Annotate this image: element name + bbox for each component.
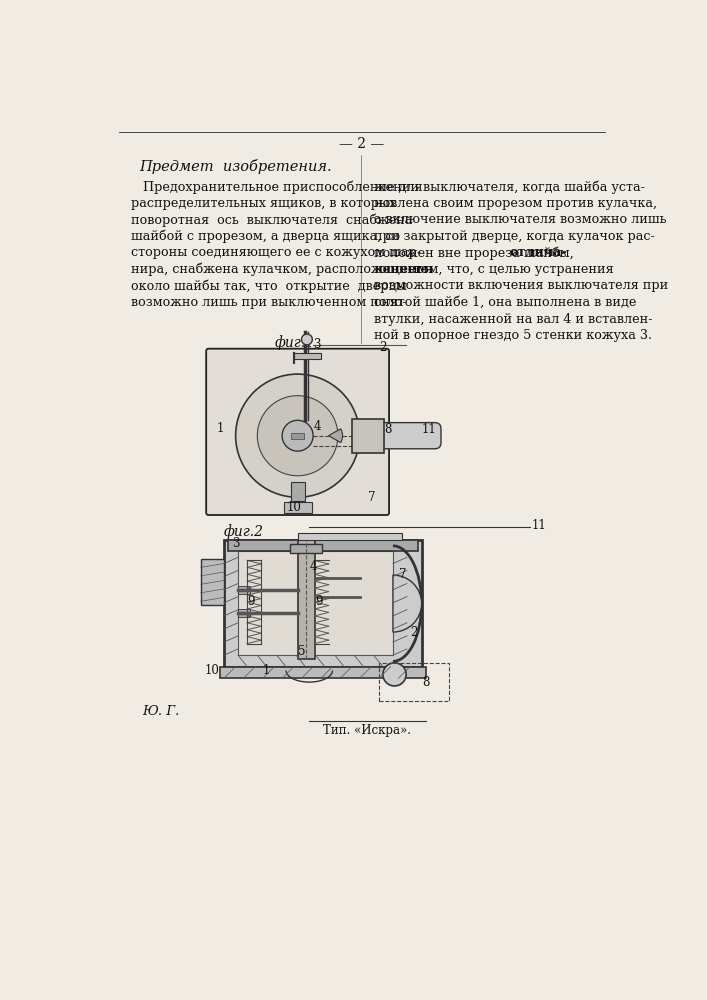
Text: отлича-: отлича- — [510, 246, 568, 259]
Text: 7: 7 — [368, 491, 375, 504]
Bar — [238, 586, 250, 594]
FancyBboxPatch shape — [378, 423, 441, 449]
Text: фиг.1: фиг.1 — [274, 336, 315, 350]
Text: а включение выключателя возможно лишь: а включение выключателя возможно лишь — [373, 213, 666, 226]
Text: возможно лишь при выключенном поло-: возможно лишь при выключенном поло- — [131, 296, 407, 309]
Text: снятой шайбе 1, она выполнена в виде: снятой шайбе 1, она выполнена в виде — [373, 296, 636, 309]
Bar — [298, 533, 402, 540]
Text: Предмет  изобретения.: Предмет изобретения. — [139, 158, 332, 174]
Circle shape — [301, 334, 312, 345]
Text: 3: 3 — [313, 338, 321, 351]
Circle shape — [282, 420, 313, 451]
Text: 8: 8 — [422, 676, 429, 689]
Text: 4: 4 — [310, 560, 317, 573]
Text: 2: 2 — [379, 341, 387, 354]
Text: положен вне прореза шайбы,: положен вне прореза шайбы, — [373, 246, 578, 260]
Text: 1: 1 — [263, 664, 270, 677]
Text: 8: 8 — [384, 423, 391, 436]
Wedge shape — [393, 575, 421, 632]
Text: около шайбы так, что  открытие  дверцы: около шайбы так, что открытие дверцы — [131, 279, 407, 293]
Bar — [228, 540, 418, 551]
Circle shape — [257, 396, 338, 476]
Text: втулки, насаженной на вал 4 и вставлен-: втулки, насаженной на вал 4 и вставлен- — [373, 312, 652, 326]
Text: 9: 9 — [247, 595, 255, 608]
Bar — [293, 353, 321, 359]
Bar — [298, 540, 315, 659]
Text: при закрытой дверце, когда кулачок рас-: при закрытой дверце, когда кулачок рас- — [373, 230, 654, 243]
FancyBboxPatch shape — [206, 349, 389, 515]
Text: нира, снабжена кулачком, расположенным: нира, снабжена кулачком, расположенным — [131, 263, 427, 276]
Bar — [352, 419, 385, 453]
Text: 10: 10 — [286, 501, 301, 514]
Bar — [238, 551, 393, 655]
Text: 5: 5 — [298, 645, 305, 658]
Text: шайбой с прорезом, а дверца ящика, со: шайбой с прорезом, а дверца ящика, со — [131, 230, 400, 243]
Text: ющееся: ющееся — [373, 263, 434, 276]
Bar — [238, 609, 250, 617]
Text: новлена своим прорезом против кулачка,: новлена своим прорезом против кулачка, — [373, 197, 657, 210]
Bar — [291, 482, 305, 501]
Bar — [290, 544, 322, 553]
Text: жении выключателя, когда шайба уста-: жении выключателя, когда шайба уста- — [373, 180, 645, 194]
Bar — [220, 667, 426, 678]
Circle shape — [235, 374, 360, 497]
Text: 10: 10 — [205, 664, 220, 677]
Bar — [224, 540, 421, 667]
Bar — [291, 433, 304, 439]
Text: фиг.2: фиг.2 — [224, 524, 264, 539]
Text: распределительных ящиков, в которых: распределительных ящиков, в которых — [131, 197, 397, 210]
Text: 11: 11 — [532, 519, 547, 532]
Text: — 2 —: — 2 — — [339, 137, 385, 151]
Bar — [284, 502, 312, 513]
Text: Предохранительное приспособление для: Предохранительное приспособление для — [131, 180, 423, 194]
Text: Тип. «Искра».: Тип. «Искра». — [323, 724, 411, 737]
Text: 2: 2 — [410, 626, 418, 639]
Text: 11: 11 — [422, 423, 437, 436]
Text: поворотная  ось  выключателя  снабжена: поворотная ось выключателя снабжена — [131, 213, 412, 227]
Text: 4: 4 — [313, 420, 321, 433]
Bar — [379, 663, 449, 701]
Text: 9: 9 — [315, 595, 322, 608]
Text: ной в опорное гнездо 5 стенки кожуха 3.: ной в опорное гнездо 5 стенки кожуха 3. — [373, 329, 652, 342]
Text: 3: 3 — [232, 537, 240, 550]
Text: тем, что, с целью устранения: тем, что, с целью устранения — [410, 263, 614, 276]
Bar — [201, 559, 224, 605]
Text: 1: 1 — [216, 422, 224, 434]
Text: возможности включения выключателя при: возможности включения выключателя при — [373, 279, 668, 292]
Text: Ю. Г.: Ю. Г. — [143, 705, 180, 718]
Text: 7: 7 — [399, 568, 406, 581]
Text: стороны соединяющего ее с кожухом шар-: стороны соединяющего ее с кожухом шар- — [131, 246, 421, 259]
Circle shape — [383, 663, 406, 686]
Wedge shape — [329, 429, 343, 443]
